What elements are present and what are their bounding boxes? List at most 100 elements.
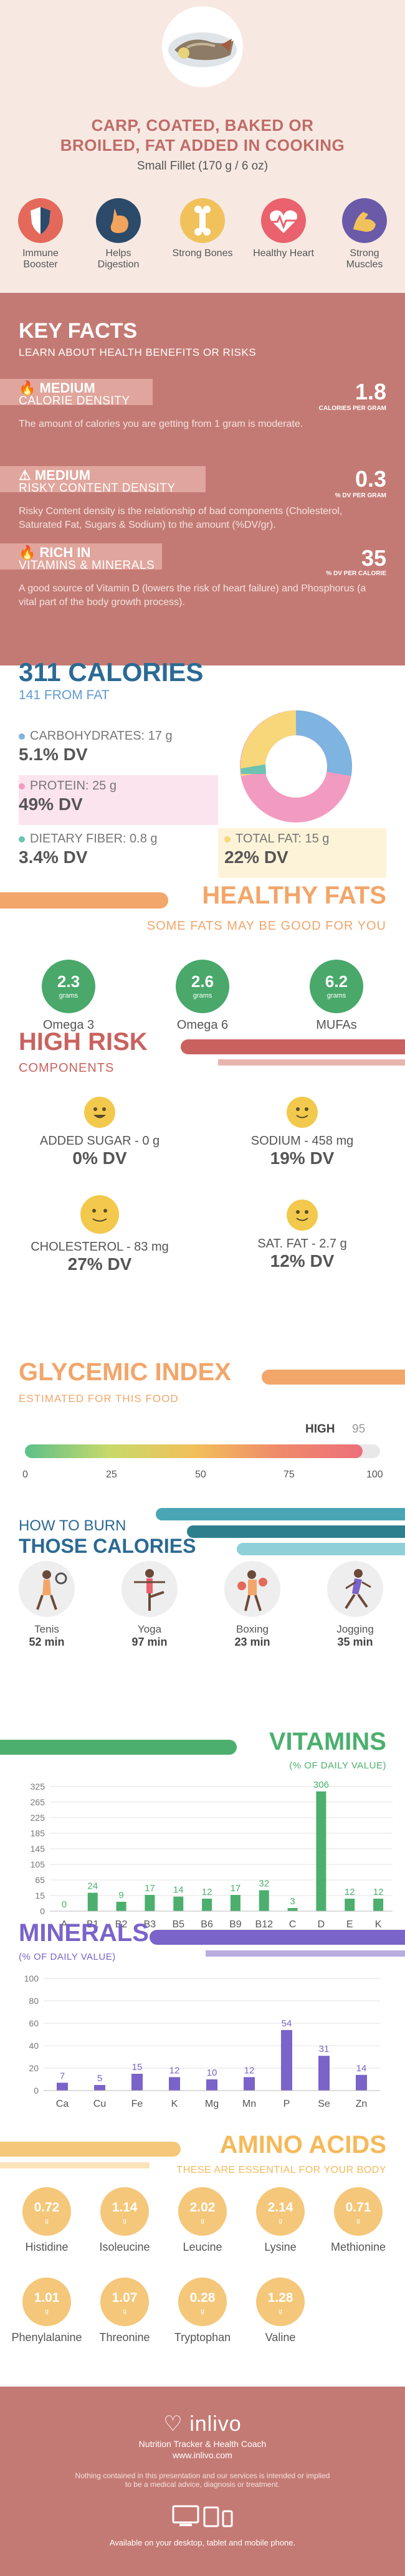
jogging-icon	[327, 1561, 383, 1617]
bar-value-label: 306	[313, 1780, 329, 1790]
gi-tick: 0	[22, 1469, 28, 1480]
x-tick-label: E	[346, 1919, 353, 1930]
bar-value-label: 3	[290, 1896, 295, 1907]
x-tick-label: B9	[229, 1919, 242, 1930]
bar-value-label: 15	[132, 2062, 143, 2073]
section-banner	[0, 892, 168, 909]
fact-value: 35	[361, 545, 386, 571]
calories-title: 311 CALORIES	[19, 657, 204, 687]
x-tick-label: Se	[318, 2099, 330, 2109]
y-tick-label: 145	[31, 1844, 45, 1854]
section-banner	[218, 1059, 405, 1066]
bar	[94, 2085, 105, 2091]
fat-omega6: 2.6 grams Omega 6	[140, 960, 265, 1033]
fat-omega3: 2.3 grams Omega 3	[6, 960, 131, 1033]
fact-band	[0, 543, 162, 570]
x-tick-label: B3	[144, 1919, 156, 1930]
macro-carbs: CARBOHYDRATES: 17 g 5.1% DV	[19, 729, 173, 764]
section-banner	[237, 1543, 405, 1555]
bar-value-label: 9	[118, 1890, 123, 1901]
macro-protein: PROTEIN: 25 g 49% DV	[19, 775, 218, 825]
section-banner	[150, 1930, 405, 1945]
fact-description: The amount of calories you are getting f…	[19, 419, 303, 429]
bar	[169, 2077, 180, 2091]
fact-unit: % DV PER CALORIE	[326, 570, 386, 577]
healthy-fats-subtitle: SOME FATS MAY BE GOOD FOR YOU	[146, 919, 386, 933]
amino-phenylalanine: 1.01 g Phenylalanine	[6, 2278, 87, 2344]
gi-tick: 100	[366, 1469, 383, 1480]
bar-value-label: 32	[259, 1879, 269, 1889]
fact-value: 0.3	[355, 466, 386, 492]
page-title: CARP, COATED, BAKED OR BROILED, FAT ADDE…	[60, 116, 345, 155]
bar	[87, 1892, 98, 1911]
footer-tagline: Nutrition Tracker & Health Coach	[138, 2439, 267, 2449]
bar-value-label: 12	[345, 1887, 355, 1897]
fat-mufas: 6.2 grams MUFAs	[274, 960, 399, 1033]
bar-value-label: 17	[231, 1883, 241, 1894]
key-facts-subtitle: LEARN ABOUT HEALTH BENEFITS OR RISKS	[19, 346, 257, 358]
fact-name: CALORIE DENSITY	[19, 394, 130, 408]
bar	[281, 2030, 292, 2091]
macro-donut	[240, 710, 353, 823]
key-facts-section: KEY FACTS LEARN ABOUT HEALTH BENEFITS OR…	[0, 293, 405, 665]
fact-unit: % DV PER GRAM	[335, 492, 386, 499]
x-tick-label: Mg	[205, 2099, 219, 2109]
heart-logo-icon: ♡	[163, 2412, 183, 2436]
fact-name: VITAMINS & MINERALS	[19, 559, 155, 572]
glycemic-value: 95	[352, 1423, 366, 1436]
happy-face-icon	[84, 1097, 115, 1128]
glycemic-subtitle: ESTIMATED FOR THIS FOOD	[19, 1393, 179, 1405]
footer: ♡ inlivo Nutrition Tracker & Health Coac…	[0, 2387, 405, 2576]
bar-value-label: 54	[282, 2018, 292, 2029]
y-tick-label: 325	[31, 1782, 45, 1791]
x-tick-label: D	[318, 1919, 325, 1930]
bar-value-label: 31	[319, 2044, 330, 2054]
benefit-bones: Strong Bones	[171, 198, 234, 259]
key-facts-title: KEY FACTS	[19, 319, 138, 343]
bar	[131, 2074, 143, 2091]
footer-url[interactable]: www.inlivo.com	[173, 2450, 232, 2460]
x-tick-label: Fe	[131, 2099, 143, 2109]
amino-histidine: 0.72 g Histidine	[6, 2187, 87, 2254]
section-banner	[262, 1370, 405, 1385]
bar	[173, 1896, 184, 1911]
bone-icon	[180, 198, 225, 243]
bar-value-label: 12	[202, 1887, 212, 1897]
bar	[206, 2079, 217, 2091]
fact-unit: CALORIES PER GRAM	[318, 405, 386, 412]
amino-subtitle: THESE ARE ESSENTIAL FOR YOUR BODY	[176, 2165, 386, 2175]
x-tick-label: C	[289, 1919, 297, 1930]
amino-isoleucine: 1.14 g Isoleucine	[84, 2187, 165, 2254]
y-tick-label: 60	[29, 2018, 39, 2028]
benefit-heart: Healthy Heart	[252, 198, 315, 259]
minerals-chart: 0 20 40 60 80 100 7 Ca 5 Cu 15 Fe 12 K 10 Mg 12 Mn 54 P 31 Se…	[24, 1973, 380, 2109]
x-tick-label: A	[61, 1919, 68, 1930]
section-banner	[187, 1525, 405, 1538]
risk-sodium: SODIUM - 458 mg 19% DV	[224, 1097, 380, 1168]
bar	[356, 2074, 367, 2091]
devices-icon	[0, 2502, 405, 2532]
bar-value-label: 17	[145, 1883, 155, 1894]
x-tick-label: Zn	[356, 2099, 368, 2109]
bar	[316, 1791, 326, 1911]
serving-size: Small Fillet (170 g / 6 oz)	[136, 160, 269, 173]
x-tick-label: K	[171, 2099, 178, 2109]
y-tick-label: 0	[40, 1906, 45, 1916]
section-banner	[0, 1740, 237, 1755]
bar	[116, 1902, 126, 1911]
x-tick-label: B5	[172, 1919, 184, 1930]
benefit-muscles: Strong Muscles	[333, 198, 396, 270]
bar-value-label: 24	[87, 1881, 98, 1892]
burn-title-line1: HOW TO BURN	[19, 1517, 126, 1534]
y-tick-label: 65	[35, 1875, 45, 1885]
y-tick-label: 20	[29, 2063, 39, 2073]
smile-face-icon	[287, 1200, 318, 1231]
bar-value-label: 14	[173, 1885, 184, 1896]
fact-band	[0, 379, 153, 405]
fact-description: Risky Content density is the relationshi…	[19, 506, 343, 530]
fact-description: A good source of Vitamin D (lowers the r…	[19, 583, 366, 608]
bar-value-label: 14	[356, 2063, 367, 2074]
shield-icon	[18, 198, 63, 243]
fact-level: ⚠ MEDIUM	[19, 467, 91, 483]
calories-from-fat: 141 FROM FAT	[19, 688, 110, 702]
